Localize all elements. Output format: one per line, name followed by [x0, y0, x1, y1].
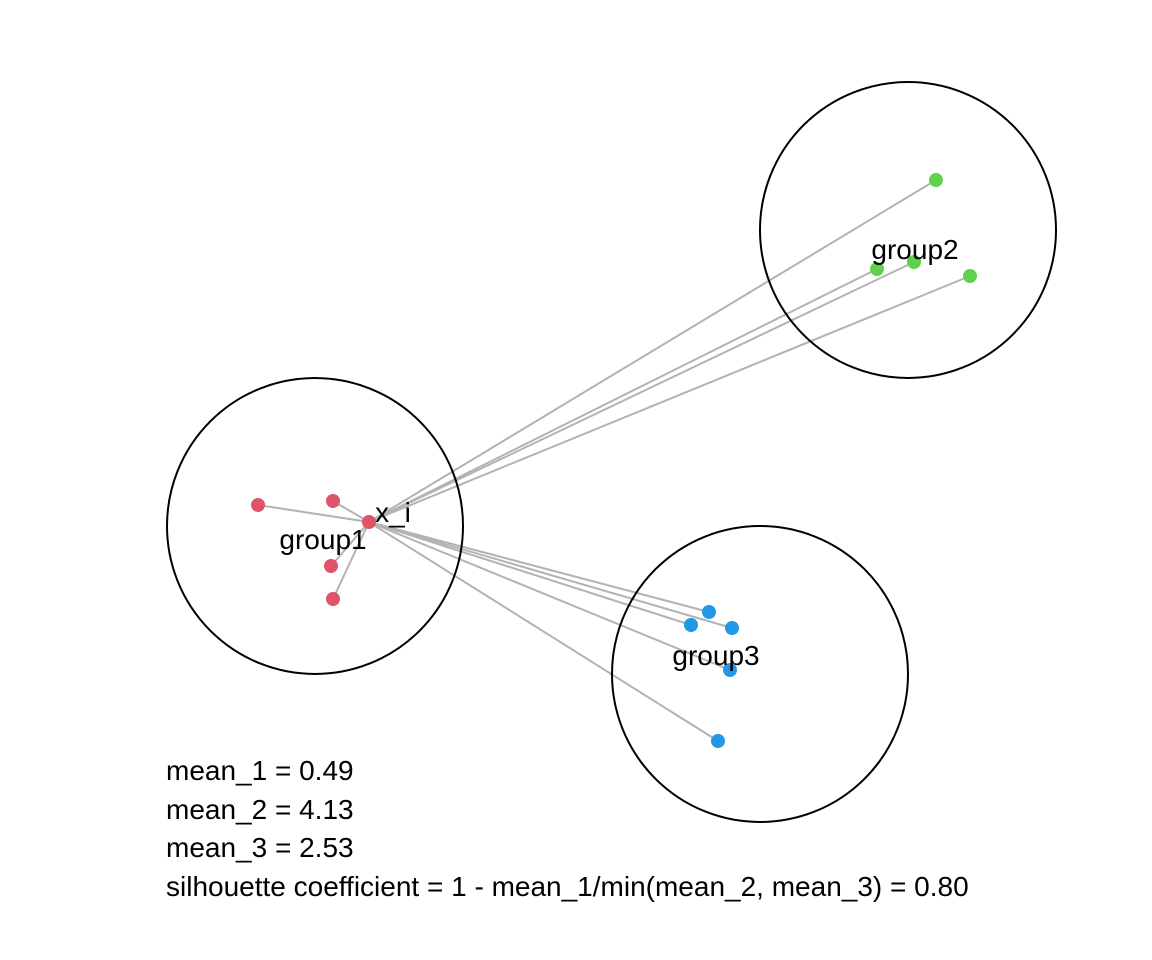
connector-line [368, 268, 878, 523]
group2-point [870, 262, 884, 276]
connector-line [368, 521, 692, 626]
connector-line [368, 521, 719, 742]
connector-lines [257, 179, 971, 742]
stats-block: mean_1 = 0.49 mean_2 = 4.13 mean_3 = 2.5… [166, 752, 969, 906]
group3-label: group3 [672, 640, 759, 671]
connector-line [368, 521, 731, 671]
connector-line [332, 521, 370, 600]
group1-points [251, 494, 376, 606]
group2-label: group2 [871, 234, 958, 265]
group3-point [684, 618, 698, 632]
group3-point [725, 621, 739, 635]
group2-circle [759, 81, 1057, 379]
group1-point [324, 559, 338, 573]
mean-3-text: mean_3 = 2.53 [166, 832, 354, 863]
group3-point [702, 605, 716, 619]
group2-points [870, 173, 977, 283]
group1-point [326, 494, 340, 508]
connector-line [368, 261, 915, 523]
group1-circle [166, 377, 464, 675]
connector-line [257, 504, 370, 523]
group3-point [711, 734, 725, 748]
connector-line [368, 179, 937, 523]
connector-line [368, 521, 710, 613]
group2-point [929, 173, 943, 187]
group1-point [251, 498, 265, 512]
mean-1-text: mean_1 = 0.49 [166, 755, 354, 786]
silhouette-text: silhouette coefficient = 1 - mean_1/min(… [166, 870, 969, 902]
focus-point-label: x_i [375, 497, 411, 528]
group1-label: group1 [279, 524, 366, 555]
mean-2-text: mean_2 = 4.13 [166, 793, 354, 825]
group3-circle [611, 525, 909, 823]
focus-point-xi [362, 515, 376, 529]
group1-point [326, 592, 340, 606]
connector-line [368, 521, 733, 629]
connector-line [330, 521, 370, 567]
group2-point [907, 255, 921, 269]
group3-point [723, 663, 737, 677]
connector-line [368, 275, 971, 523]
group2-point [963, 269, 977, 283]
group3-points [684, 605, 739, 748]
